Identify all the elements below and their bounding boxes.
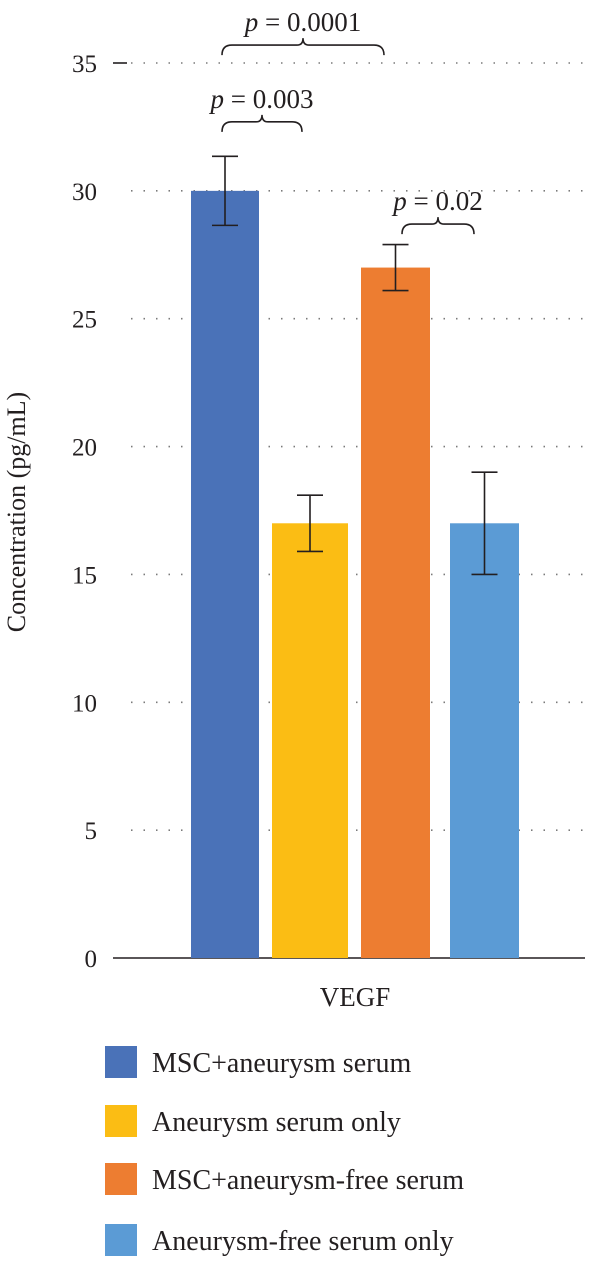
legend-label: Aneurysm serum only (152, 1107, 401, 1138)
p-value-text: = 0.02 (407, 186, 483, 216)
y-tick-label: 20 (72, 435, 97, 462)
bars (191, 190, 519, 959)
p-value-label: p = 0.003 (209, 84, 314, 114)
error-bars (212, 155, 498, 576)
y-tick-label: 10 (72, 690, 97, 717)
x-category-label: VEGF (320, 982, 391, 1012)
significance-bracket (221, 38, 385, 56)
significance-bracket (401, 217, 475, 235)
p-value-label: p = 0.0001 (243, 7, 361, 37)
p-value-label: p = 0.02 (391, 186, 482, 216)
y-tick-label: 35 (72, 51, 97, 78)
legend: MSC+aneurysm serum Aneurysm serum only MSC… (105, 1046, 464, 1257)
p-symbol: p (243, 7, 259, 37)
legend-swatch (105, 1163, 137, 1195)
legend-swatch (105, 1046, 137, 1078)
legend-label: MSC+aneurysm-free serum (152, 1165, 464, 1196)
legend-swatch (105, 1224, 137, 1256)
legend-swatch (105, 1105, 137, 1137)
y-tick-label: 15 (72, 562, 97, 589)
y-tick-label: 30 (72, 179, 97, 206)
y-tick-label: 5 (85, 818, 98, 845)
y-tick-label: 25 (72, 307, 97, 334)
p-symbol: p (209, 84, 225, 114)
axes: 0 5 10 15 20 25 30 35 VEGF (72, 51, 585, 1012)
p-value-text: = 0.003 (224, 84, 313, 114)
bar (191, 190, 259, 958)
significance-bracket (221, 114, 303, 132)
legend-label: MSC+aneurysm serum (152, 1048, 411, 1079)
y-axis-label: Concentration (pg/mL) (2, 392, 31, 632)
bar (450, 523, 519, 958)
p-symbol: p (391, 186, 407, 216)
legend-label: Aneurysm-free serum only (152, 1226, 454, 1257)
bar (272, 523, 348, 958)
y-tick-label: 0 (85, 946, 98, 973)
bar (361, 267, 430, 959)
p-value-text: = 0.0001 (258, 7, 361, 37)
